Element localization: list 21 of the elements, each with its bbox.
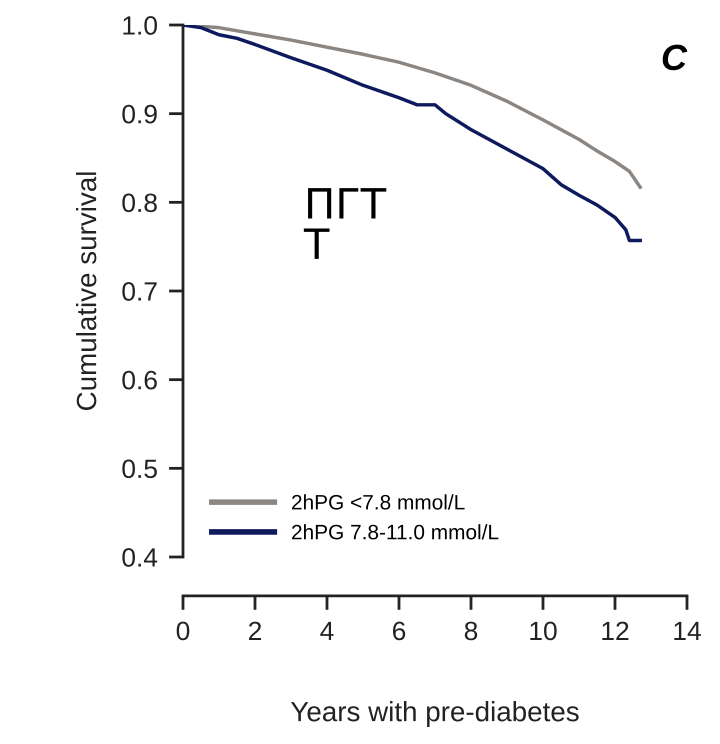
y-axis-title: Cumulative survival <box>76 172 96 410</box>
x-tick-label: 10 <box>530 622 557 640</box>
y-tick-label: 1.0 <box>123 16 157 35</box>
y-tick-label: 0.9 <box>122 104 157 124</box>
x-tick-label: 6 <box>393 622 406 640</box>
y-tick-label: 0.6 <box>122 370 157 390</box>
x-tick-label: 4 <box>320 622 334 640</box>
y-tick-label: 0.5 <box>122 459 157 478</box>
x-tick-label: 12 <box>602 622 628 640</box>
x-tick-label: 14 <box>674 622 701 640</box>
chart-title: C <box>662 44 688 70</box>
legend-label: 2hPG 7.8-11.0 mmol/L <box>292 524 498 540</box>
x-tick-label: 2 <box>248 622 262 640</box>
legend-label: 2hPG <7.8 mmol/L <box>292 494 465 510</box>
x-tick-label: 0 <box>176 622 190 640</box>
x-axis-title: Years with pre-diabetes <box>290 701 579 727</box>
y-tick-label: 0.7 <box>122 282 157 301</box>
x-tick-label: 8 <box>464 622 478 640</box>
annotation: ПГТ Т <box>304 188 386 259</box>
y-tick-label: 0.8 <box>122 193 157 212</box>
y-tick-label: 0.4 <box>122 548 158 567</box>
